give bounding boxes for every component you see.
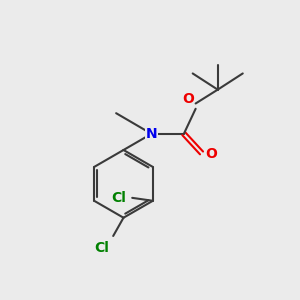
- Text: Cl: Cl: [111, 191, 126, 205]
- Text: O: O: [205, 147, 217, 161]
- Text: Cl: Cl: [94, 241, 109, 255]
- Text: N: N: [146, 127, 157, 141]
- Text: O: O: [182, 92, 194, 106]
